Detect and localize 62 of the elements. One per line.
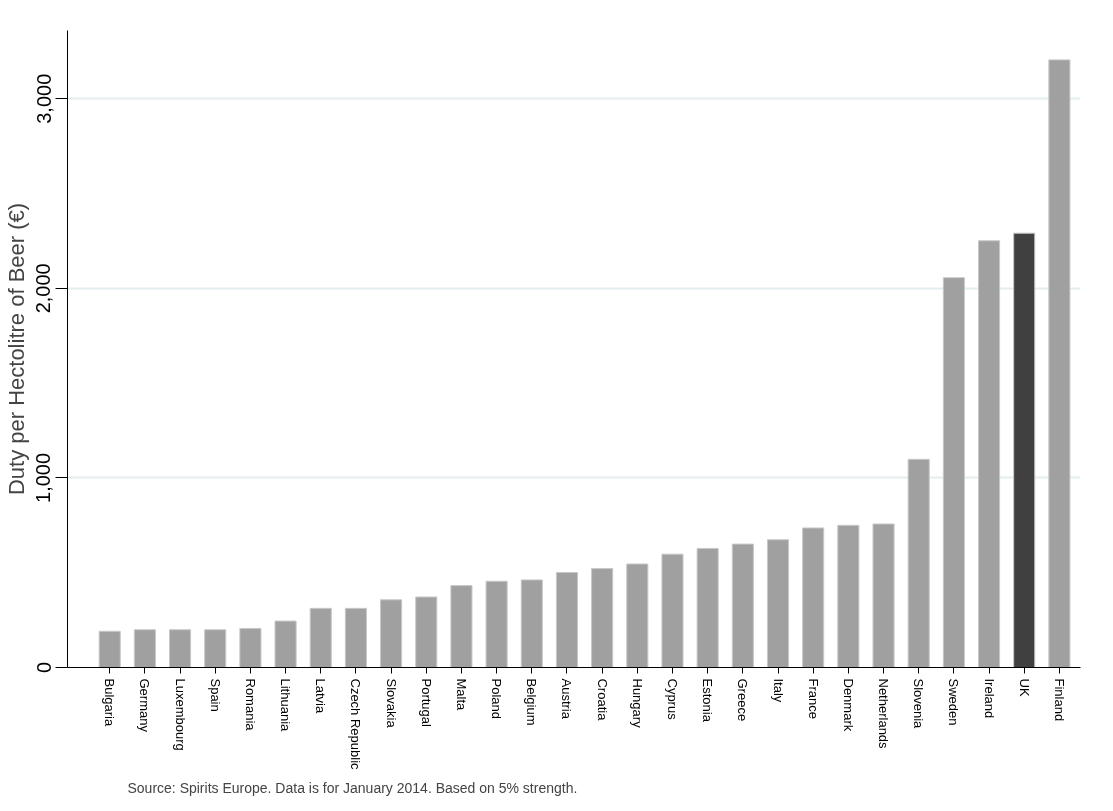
bar — [450, 585, 473, 668]
bar — [766, 539, 790, 668]
x-tick-label: Estonia — [700, 678, 716, 723]
bar — [169, 629, 192, 668]
bar — [1048, 59, 1071, 668]
bar — [239, 627, 262, 668]
x-tick-label: Romania — [242, 678, 258, 732]
bar — [696, 547, 719, 668]
x-tick-label: France — [805, 678, 821, 719]
x-tick-label: Greece — [735, 678, 751, 722]
y-tick-label: 0 — [32, 661, 55, 674]
x-tick-label: Slovakia — [383, 678, 399, 729]
x-tick-label: UK — [1016, 678, 1032, 697]
x-tick-label: Croatia — [594, 678, 610, 722]
x-tick-label: Netherlands — [876, 678, 892, 750]
x-tick-label: Denmark — [840, 678, 856, 732]
x-tick-label: Lithuania — [278, 678, 294, 733]
bar — [133, 629, 156, 668]
x-tick-label: Poland — [489, 678, 505, 719]
x-tick-label: Germany — [137, 678, 153, 733]
bar — [626, 563, 649, 668]
x-tick-label: Latvia — [313, 678, 329, 714]
bar — [907, 458, 930, 668]
y-tick-label: 2,000 — [32, 263, 55, 314]
bar — [98, 630, 121, 668]
x-tick-label: Czech Republic — [348, 678, 364, 771]
x-tick-label: Italy — [770, 678, 786, 703]
bar — [872, 523, 895, 668]
bar — [942, 277, 965, 668]
x-tick-label: Portugal — [418, 678, 434, 728]
x-tick-label: Luxembourg — [172, 678, 188, 751]
x-tick-label: Spain — [207, 678, 223, 712]
bar — [415, 596, 438, 668]
bar — [555, 572, 579, 668]
bar — [661, 553, 684, 668]
bar — [731, 543, 754, 668]
bar — [520, 579, 543, 668]
x-tick-label: Belgium — [524, 678, 540, 726]
x-tick-label: Sweden — [946, 678, 962, 726]
x-tick-label: Austria — [559, 678, 575, 720]
x-tick-label: Ireland — [981, 678, 997, 719]
x-tick-label: Finland — [1051, 678, 1067, 722]
y-tick-label: 1,000 — [32, 452, 55, 503]
bar — [837, 524, 860, 668]
x-tick-label: Hungary — [629, 678, 645, 729]
bar — [380, 599, 403, 668]
x-tick-label: Bulgaria — [102, 678, 118, 727]
y-axis-title: Duty per Hectolitre of Beer (€) — [3, 202, 29, 496]
x-tick-label: Cyprus — [664, 678, 680, 721]
bar — [802, 527, 825, 668]
y-tick-label: 3,000 — [32, 73, 55, 124]
bar — [1013, 232, 1036, 668]
x-tick-label: Malta — [453, 678, 469, 712]
bar — [485, 580, 508, 668]
bar — [344, 607, 367, 668]
bar — [274, 620, 297, 668]
bar — [591, 568, 614, 668]
bar — [978, 240, 1001, 668]
bar — [204, 629, 227, 668]
source-note: Source: Spirits Europe. Data is for January 2014. Based on 5% strength. — [127, 779, 578, 796]
x-tick-label: Slovenia — [911, 678, 927, 730]
bar — [309, 607, 332, 668]
